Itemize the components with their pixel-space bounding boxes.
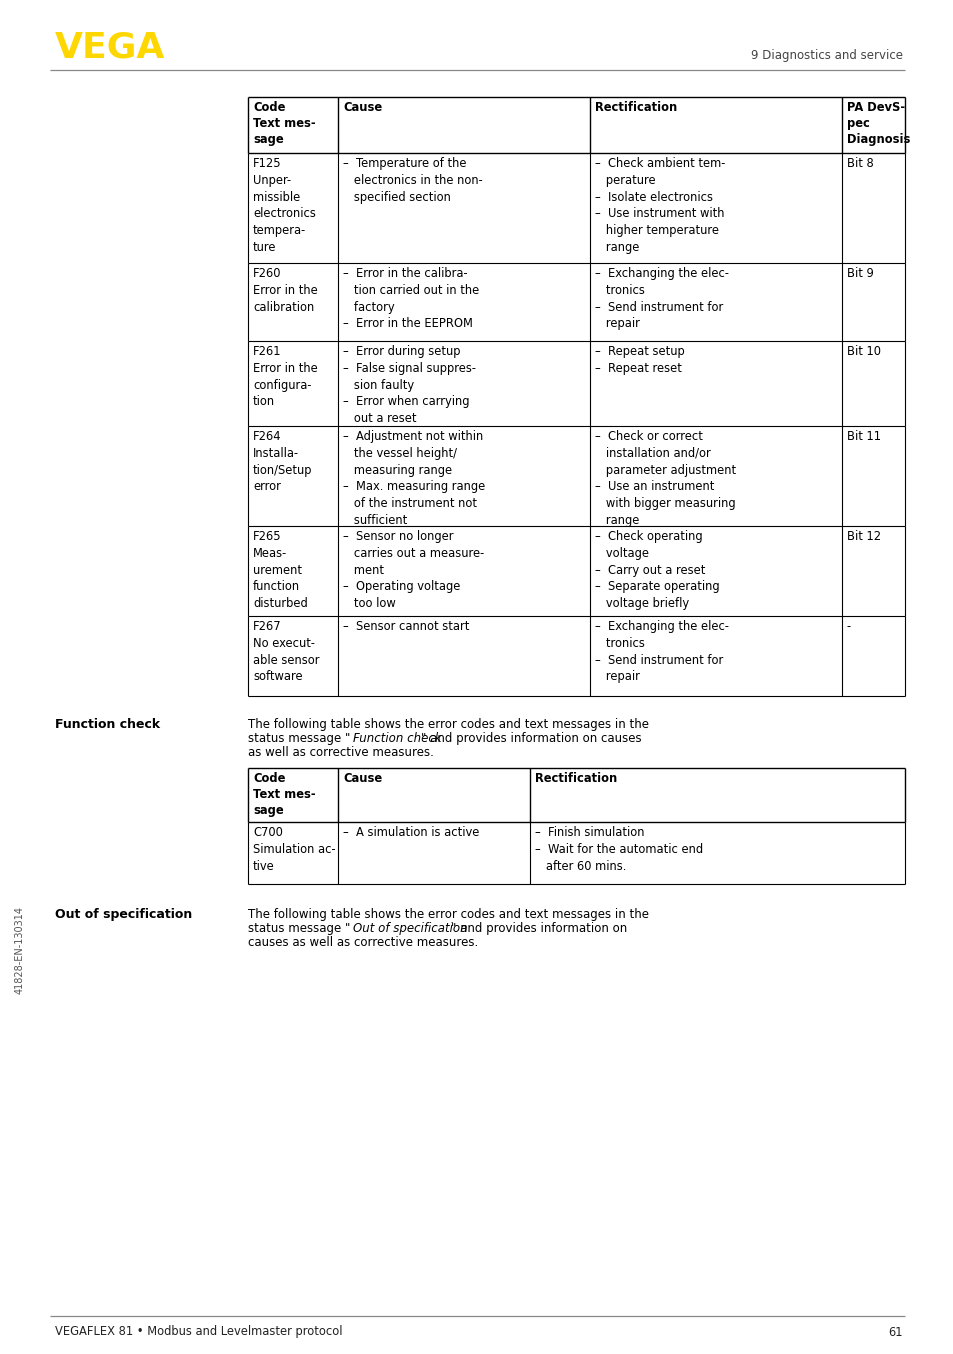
Text: Cause: Cause xyxy=(343,102,382,114)
Text: F265
Meas-
urement
function
disturbed: F265 Meas- urement function disturbed xyxy=(253,529,308,611)
Text: PA DevS-
pec
Diagnosis: PA DevS- pec Diagnosis xyxy=(846,102,909,146)
Text: –  Check ambient tem-
   perature
–  Isolate electronics
–  Use instrument with
: – Check ambient tem- perature – Isolate … xyxy=(595,157,724,255)
Text: Bit 8: Bit 8 xyxy=(846,157,873,171)
Text: F260
Error in the
calibration: F260 Error in the calibration xyxy=(253,267,317,314)
Text: causes as well as corrective measures.: causes as well as corrective measures. xyxy=(248,936,477,949)
Text: –  Check operating
   voltage
–  Carry out a reset
–  Separate operating
   volt: – Check operating voltage – Carry out a … xyxy=(595,529,719,611)
Text: Out of specification: Out of specification xyxy=(353,922,467,936)
Text: status message ": status message " xyxy=(248,733,350,745)
Text: Function check: Function check xyxy=(353,733,441,745)
Text: Bit 11: Bit 11 xyxy=(846,431,880,443)
Text: Rectification: Rectification xyxy=(535,772,617,785)
Text: –  Exchanging the elec-
   tronics
–  Send instrument for
   repair: – Exchanging the elec- tronics – Send in… xyxy=(595,267,728,330)
Text: Rectification: Rectification xyxy=(595,102,677,114)
Text: F267
No execut-
able sensor
software: F267 No execut- able sensor software xyxy=(253,620,319,684)
Text: –  Repeat setup
–  Repeat reset: – Repeat setup – Repeat reset xyxy=(595,345,684,375)
Text: –  Adjustment not within
   the vessel height/
   measuring range
–  Max. measur: – Adjustment not within the vessel heigh… xyxy=(343,431,485,527)
Text: Code
Text mes-
sage: Code Text mes- sage xyxy=(253,102,315,146)
Text: The following table shows the error codes and text messages in the: The following table shows the error code… xyxy=(248,909,648,921)
Text: Bit 9: Bit 9 xyxy=(846,267,873,280)
Text: VEGA: VEGA xyxy=(55,31,165,65)
Text: F125
Unper-
missible
electronics
tempera-
ture: F125 Unper- missible electronics tempera… xyxy=(253,157,315,255)
Text: The following table shows the error codes and text messages in the: The following table shows the error code… xyxy=(248,718,648,731)
Text: –  Exchanging the elec-
   tronics
–  Send instrument for
   repair: – Exchanging the elec- tronics – Send in… xyxy=(595,620,728,684)
Text: F264
Installa-
tion/Setup
error: F264 Installa- tion/Setup error xyxy=(253,431,313,493)
Text: F261
Error in the
configura-
tion: F261 Error in the configura- tion xyxy=(253,345,317,409)
Text: " and provides information on causes: " and provides information on causes xyxy=(420,733,641,745)
Text: –  Finish simulation
–  Wait for the automatic end
   after 60 mins.: – Finish simulation – Wait for the autom… xyxy=(535,826,702,872)
Text: -: - xyxy=(846,620,850,634)
Text: status message ": status message " xyxy=(248,922,350,936)
Text: –  Temperature of the
   electronics in the non-
   specified section: – Temperature of the electronics in the … xyxy=(343,157,482,203)
Text: –  A simulation is active: – A simulation is active xyxy=(343,826,478,839)
Text: –  Error during setup
–  False signal suppres-
   sion faulty
–  Error when carr: – Error during setup – False signal supp… xyxy=(343,345,476,425)
Text: as well as corrective measures.: as well as corrective measures. xyxy=(248,746,434,760)
Text: C700
Simulation ac-
tive: C700 Simulation ac- tive xyxy=(253,826,335,872)
Text: –  Sensor cannot start: – Sensor cannot start xyxy=(343,620,469,634)
Text: Cause: Cause xyxy=(343,772,382,785)
Text: Code
Text mes-
sage: Code Text mes- sage xyxy=(253,772,315,818)
Text: 61: 61 xyxy=(887,1326,902,1339)
Text: –  Sensor no longer
   carries out a measure-
   ment
–  Operating voltage
   to: – Sensor no longer carries out a measure… xyxy=(343,529,484,611)
Text: Bit 10: Bit 10 xyxy=(846,345,880,357)
Text: Function check: Function check xyxy=(55,718,160,731)
Text: –  Error in the calibra-
   tion carried out in the
   factory
–  Error in the E: – Error in the calibra- tion carried out… xyxy=(343,267,478,330)
Text: " and provides information on: " and provides information on xyxy=(451,922,626,936)
Text: VEGAFLEX 81 • Modbus and Levelmaster protocol: VEGAFLEX 81 • Modbus and Levelmaster pro… xyxy=(55,1326,342,1339)
Text: Out of specification: Out of specification xyxy=(55,909,193,921)
Text: –  Check or correct
   installation and/or
   parameter adjustment
–  Use an ins: – Check or correct installation and/or p… xyxy=(595,431,736,527)
Text: Bit 12: Bit 12 xyxy=(846,529,881,543)
Text: 9 Diagnostics and service: 9 Diagnostics and service xyxy=(750,49,902,61)
Text: 41828-EN-130314: 41828-EN-130314 xyxy=(15,906,25,994)
